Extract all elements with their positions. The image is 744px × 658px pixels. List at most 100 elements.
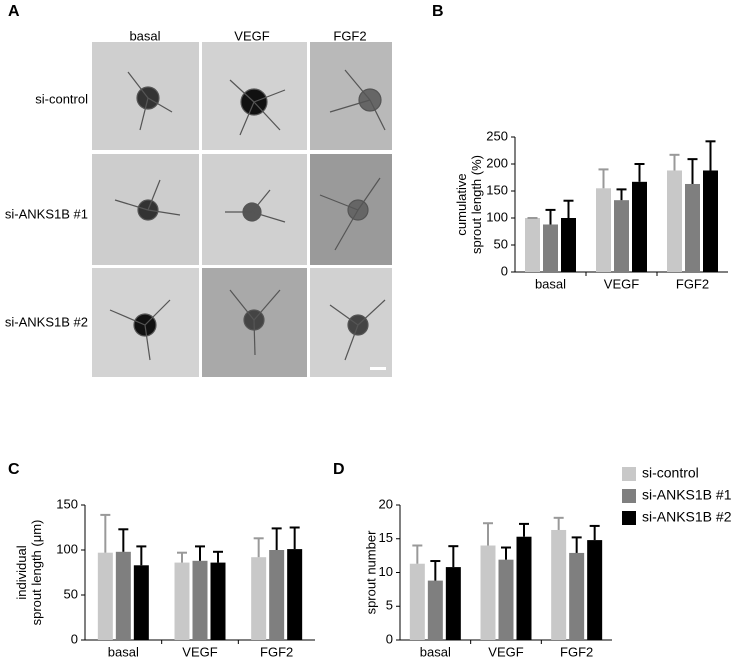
bar: [685, 183, 700, 272]
bar: [445, 567, 461, 640]
panel-label: D: [333, 461, 345, 478]
y-tick-label: 0: [71, 631, 78, 646]
y-tick-label: 250: [486, 128, 508, 143]
y-tick-label: 200: [486, 155, 508, 170]
x-tick-label: VEGF: [182, 644, 217, 658]
error-bar: [271, 527, 282, 550]
y-axis-label: sprout number: [363, 530, 378, 614]
error-bar: [213, 550, 223, 563]
error-bar: [177, 551, 187, 563]
scale-bar: [370, 367, 386, 370]
bar: [561, 218, 576, 272]
y-axis-label: individual: [14, 545, 29, 599]
legend-swatch: [622, 511, 636, 525]
y-tick-label: 5: [386, 598, 393, 613]
x-tick-label: basal: [420, 644, 451, 658]
error-bar: [563, 199, 574, 218]
x-tick-label: FGF2: [260, 644, 293, 658]
bar: [543, 224, 558, 272]
error-bar: [501, 546, 511, 560]
panel-label: C: [8, 461, 20, 478]
x-tick-label: VEGF: [488, 644, 523, 658]
error-bar: [598, 168, 609, 189]
y-tick-label: 0: [501, 263, 508, 278]
x-tick-label: basal: [535, 276, 566, 291]
error-bar: [545, 208, 556, 225]
error-bar: [118, 528, 129, 552]
error-bar: [669, 153, 680, 171]
bar: [632, 181, 647, 272]
bar: [525, 218, 540, 272]
error-bar: [483, 522, 493, 546]
bar: [667, 170, 682, 272]
x-tick-label: FGF2: [676, 276, 709, 291]
bar: [596, 188, 611, 272]
error-bar: [687, 158, 698, 184]
y-tick-label: 150: [486, 182, 508, 197]
error-bar: [195, 545, 205, 561]
bar: [287, 549, 303, 640]
bar: [551, 529, 567, 640]
y-axis-label: cumulative: [454, 173, 469, 235]
error-bar: [519, 522, 529, 537]
bar: [614, 200, 629, 272]
error-bar: [289, 526, 300, 550]
y-tick-label: 150: [56, 496, 78, 511]
legend-label: si-ANKS1B #2: [642, 509, 732, 525]
row-label: si-ANKS1B #1: [5, 206, 88, 221]
y-tick-label: 0: [386, 631, 393, 646]
bar: [409, 563, 425, 640]
column-label: FGF2: [333, 28, 366, 43]
error-bar: [253, 537, 264, 558]
error-bar: [553, 516, 564, 530]
error-bar: [705, 140, 716, 171]
legend-swatch: [622, 489, 636, 503]
row-label: si-ANKS1B #2: [5, 314, 88, 329]
legend-label: si-ANKS1B #1: [642, 487, 732, 503]
bar: [210, 562, 226, 640]
bar: [516, 536, 532, 640]
y-tick-label: 20: [379, 496, 393, 511]
legend-label: si-control: [642, 465, 699, 481]
bar: [569, 552, 585, 640]
bar: [427, 580, 443, 640]
x-tick-label: VEGF: [604, 276, 639, 291]
error-bar: [448, 545, 459, 568]
y-axis-label: sprout length (%): [469, 155, 484, 254]
x-tick-label: basal: [108, 644, 139, 658]
error-bar: [571, 536, 582, 553]
y-tick-label: 15: [379, 530, 393, 545]
row-label: si-control: [35, 91, 88, 106]
bar: [97, 552, 113, 640]
y-tick-label: 10: [379, 564, 393, 579]
x-tick-label: FGF2: [560, 644, 593, 658]
legend-swatch: [622, 467, 636, 481]
bar: [115, 551, 131, 640]
error-bar: [100, 513, 111, 553]
bar: [251, 557, 267, 640]
y-axis-label: sprout length (μm): [29, 520, 44, 626]
column-label: VEGF: [234, 28, 269, 43]
error-bar: [589, 524, 600, 541]
panel-label: A: [8, 3, 20, 20]
y-tick-label: 100: [56, 541, 78, 556]
micrographs: [92, 42, 392, 377]
bar: [498, 559, 514, 640]
bar: [480, 545, 496, 640]
bar: [703, 170, 718, 272]
bar: [192, 560, 208, 640]
y-tick-label: 50: [64, 586, 78, 601]
error-bar: [412, 544, 423, 564]
column-label: basal: [129, 28, 160, 43]
bar: [269, 550, 285, 640]
y-tick-label: 50: [494, 236, 508, 251]
bar: [587, 540, 603, 640]
error-bar: [430, 560, 441, 581]
error-bar: [634, 163, 645, 182]
panel-label: B: [432, 3, 444, 20]
y-tick-label: 100: [486, 209, 508, 224]
bar: [174, 562, 190, 640]
error-bar: [616, 188, 627, 201]
